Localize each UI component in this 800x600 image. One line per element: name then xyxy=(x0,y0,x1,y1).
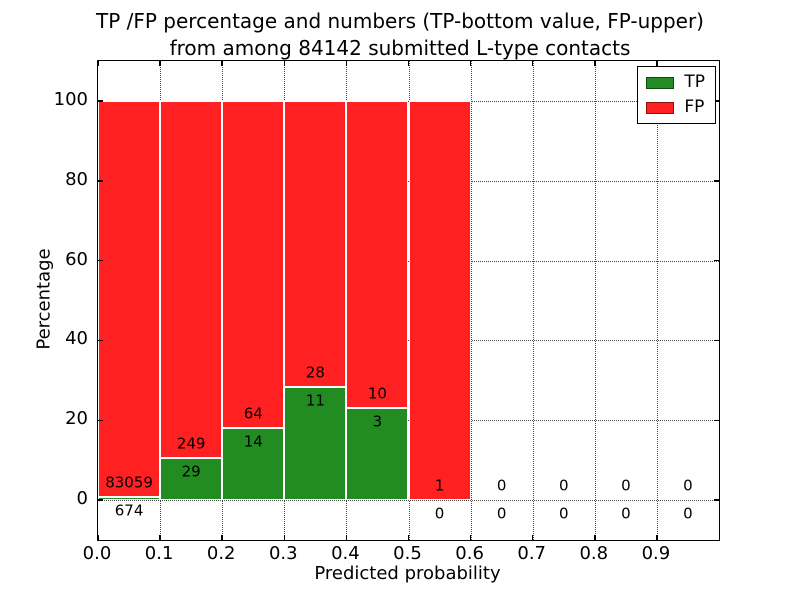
x-tick-label: 0.3 xyxy=(268,543,298,564)
y-tick-mark xyxy=(98,100,103,102)
x-tick-label: 0.5 xyxy=(393,543,422,564)
x-tick-mark xyxy=(407,535,410,540)
y-tick-mark-right xyxy=(714,180,719,182)
x-tick-label: 0.0 xyxy=(82,543,112,564)
fp-count-label: 1 xyxy=(434,476,445,495)
fp-bar-segment xyxy=(160,100,223,459)
tp-bar-segment xyxy=(222,428,285,501)
x-tick-label: 0.7 xyxy=(517,543,547,564)
y-tick-mark xyxy=(98,180,103,182)
y-tick-label: 40 xyxy=(65,328,88,350)
tp-count-label: 29 xyxy=(181,462,201,481)
x-tick-mark xyxy=(97,535,99,540)
fp-legend-label: FP xyxy=(684,97,705,117)
x-tick-label: 0.6 xyxy=(455,543,484,564)
fp-legend-swatch xyxy=(646,101,675,114)
x-tick-mark xyxy=(656,535,658,540)
fp-bar-segment xyxy=(346,100,409,408)
x-gridline xyxy=(470,61,472,540)
y-tick-mark xyxy=(98,339,103,342)
x-tick-label: 0.1 xyxy=(144,543,174,564)
x-tick-mark xyxy=(283,535,286,540)
fp-count-label: 0 xyxy=(496,476,507,495)
tp-count-label: 14 xyxy=(243,432,263,451)
x-tick-mark xyxy=(594,535,596,540)
x-tick-mark xyxy=(531,535,534,540)
chart-title-line1: TP /FP percentage and numbers (TP-bottom… xyxy=(96,9,704,33)
tp-count-label: 0 xyxy=(496,504,507,523)
x-tick-mark-top xyxy=(531,61,534,66)
x-tick-mark xyxy=(469,535,472,540)
x-tick-mark-top xyxy=(407,61,410,66)
legend: TP FP xyxy=(637,66,716,124)
plot-area: TP FP 83059 674 249 29 64 14 28 11 10 3 1 0 0 0 0 0 0 0 0 0 xyxy=(97,60,720,541)
x-tick-mark-top xyxy=(594,61,596,66)
fp-count-label: 0 xyxy=(683,476,693,495)
legend-item-tp: TP xyxy=(646,74,705,91)
y-tick-label: 100 xyxy=(53,88,88,110)
x-tick-mark xyxy=(345,535,348,540)
y-tick-mark-right xyxy=(714,419,719,421)
fp-count-label: 28 xyxy=(305,363,325,382)
y-tick-mark-right xyxy=(714,100,719,102)
x-tick-label: 0.2 xyxy=(206,543,236,564)
fp-count-label: 10 xyxy=(367,384,387,403)
x-tick-mark-top xyxy=(159,61,161,66)
x-gridline xyxy=(532,61,534,540)
y-axis-label: Percentage xyxy=(33,248,55,350)
x-tick-mark xyxy=(159,535,161,540)
y-tick-mark xyxy=(98,499,103,501)
fp-count-label: 83059 xyxy=(105,473,153,492)
tp-count-label: 674 xyxy=(114,501,144,520)
y-gridline xyxy=(98,500,719,502)
y-tick-label: 60 xyxy=(65,248,88,270)
tp-count-label: 3 xyxy=(372,412,383,431)
y-tick-label: 0 xyxy=(76,488,88,510)
tp-bar-segment xyxy=(160,458,223,501)
x-tick-mark-top xyxy=(97,61,99,66)
y-tick-mark-right xyxy=(714,259,719,262)
tp-count-label: 0 xyxy=(434,504,445,523)
x-tick-mark-top xyxy=(283,61,286,66)
chart-title-line2: from among 84142 submitted L-type contac… xyxy=(169,36,631,60)
fp-bar-segment xyxy=(222,100,285,429)
x-gridline xyxy=(656,61,658,540)
x-tick-label: 0.8 xyxy=(579,543,609,564)
y-tick-label: 20 xyxy=(65,408,88,430)
x-tick-mark-top xyxy=(221,61,223,66)
x-tick-mark-top xyxy=(656,61,658,66)
tp-bar-segment xyxy=(284,387,347,501)
fp-bar-segment xyxy=(408,100,471,501)
tp-count-label: 11 xyxy=(305,391,325,410)
fp-count-label: 0 xyxy=(558,476,569,495)
x-axis-label: Predicted probability xyxy=(314,563,501,584)
x-tick-label: 0.4 xyxy=(331,543,360,564)
tp-count-label: 0 xyxy=(621,504,631,523)
x-tick-label: 0.9 xyxy=(641,543,671,564)
tp-count-label: 0 xyxy=(558,504,569,523)
y-tick-mark xyxy=(98,259,103,262)
y-tick-mark-right xyxy=(714,339,719,342)
tp-count-label: 0 xyxy=(683,504,693,523)
fp-bar-segment xyxy=(98,100,161,497)
legend-item-fp: FP xyxy=(646,99,705,116)
x-gridline xyxy=(594,61,596,540)
x-tick-mark-top xyxy=(345,61,348,66)
fp-count-label: 64 xyxy=(243,404,263,423)
fp-count-label: 0 xyxy=(621,476,631,495)
x-tick-mark xyxy=(221,535,223,540)
y-tick-mark xyxy=(98,419,103,421)
tp-legend-label: TP xyxy=(684,72,705,92)
y-tick-mark-right xyxy=(714,499,719,501)
y-tick-label: 80 xyxy=(65,168,88,190)
tp-legend-swatch xyxy=(646,76,675,89)
fp-count-label: 249 xyxy=(176,434,206,453)
tp-bar-segment xyxy=(346,407,409,501)
tp-bar-segment xyxy=(98,496,161,501)
fp-bar-segment xyxy=(284,100,347,388)
x-tick-mark-top xyxy=(469,61,472,66)
